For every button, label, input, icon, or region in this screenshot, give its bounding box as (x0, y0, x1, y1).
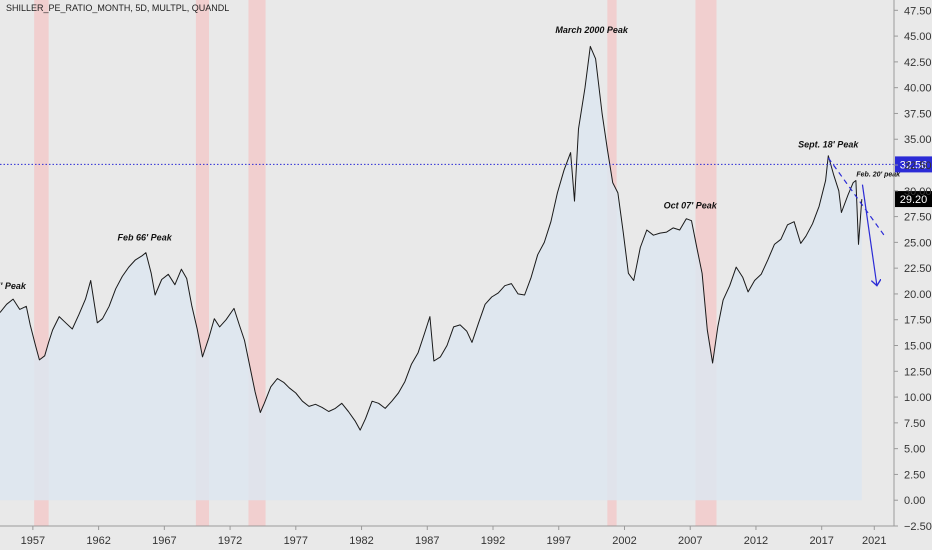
x-axis: 1957 1962 1967 1972 1977 1982 1987 1992 1997 2002… (0, 525, 894, 547)
y-tick-label: 5.00 (904, 444, 925, 456)
y-tick-label: 0.00 (904, 495, 925, 507)
last-value-label: 29.20 (900, 194, 928, 206)
x-tick-label: 1967 (152, 535, 176, 547)
y-tick-label: 32.50 (904, 160, 932, 172)
series-area (0, 46, 862, 501)
x-tick-label: 1972 (218, 535, 242, 547)
reference-value-badge (895, 156, 932, 173)
y-tick-label: −2.50 (904, 521, 932, 533)
last-value-badge (895, 191, 932, 208)
x-tick-label: 2002 (612, 535, 636, 547)
y-tick-label: 25.00 (904, 237, 932, 249)
y-tick-label: 45.00 (904, 31, 932, 43)
series-line (0, 45, 863, 431)
annotation-label: Feb 66' Peak (118, 232, 173, 242)
annotation-label: Oct 07' Peak (664, 200, 718, 210)
x-tick-label: 1987 (415, 535, 439, 547)
annotation-label: March 2000 Peak (555, 25, 629, 35)
x-tick-label: 1977 (284, 535, 308, 547)
annotation-label: 5' Peak (0, 281, 27, 291)
y-tick-label: 47.50 (904, 5, 932, 17)
overlays: 5' Peak Feb 66' Peak March 2000 Peak Oct 07… (0, 25, 932, 291)
projection-line (861, 184, 876, 286)
y-tick-label: 12.50 (904, 366, 932, 378)
y-tick-label: 22.50 (904, 263, 932, 275)
series-group (0, 45, 863, 501)
x-tick-label: 2017 (809, 535, 833, 547)
y-tick-label: 7.50 (904, 418, 925, 430)
x-tick-label: 1962 (86, 535, 110, 547)
y-tick-label: 17.50 (904, 315, 932, 327)
x-tick-label: 1957 (21, 535, 45, 547)
y-tick-label: 30.00 (904, 186, 932, 198)
y-tick-label: 35.00 (904, 134, 932, 146)
y-tick-label: 37.50 (904, 108, 932, 120)
y-tick-label: 40.00 (904, 83, 932, 95)
y-axis: 47.50 45.00 42.50 40.00 37.50 35.00 32.50 30.00… (893, 0, 932, 533)
x-tick-label: 2012 (744, 535, 768, 547)
y-tick-label: 10.00 (904, 392, 932, 404)
y-tick-label: 2.50 (904, 469, 925, 481)
annotation-label: Feb. 20' peak (856, 171, 901, 178)
y-tick-label: 42.50 (904, 57, 932, 69)
x-tick-label: 1982 (349, 535, 373, 547)
x-tick-label: 1997 (547, 535, 571, 547)
chart-title: SHILLER_PE_RATIO_MONTH, 5D, MULTPL, QUAN… (6, 3, 229, 13)
reference-value-label: 32.56 (900, 159, 928, 171)
annotation-label: Sept. 18' Peak (798, 139, 859, 149)
projection-line (827, 157, 886, 237)
y-tick-label: 15.00 (904, 341, 932, 353)
x-tick-label: 2021 (862, 535, 886, 547)
x-tick-label: 1992 (481, 535, 505, 547)
y-tick-label: 27.50 (904, 212, 932, 224)
y-tick-label: 20.00 (904, 289, 932, 301)
x-tick-label: 2007 (678, 535, 702, 547)
